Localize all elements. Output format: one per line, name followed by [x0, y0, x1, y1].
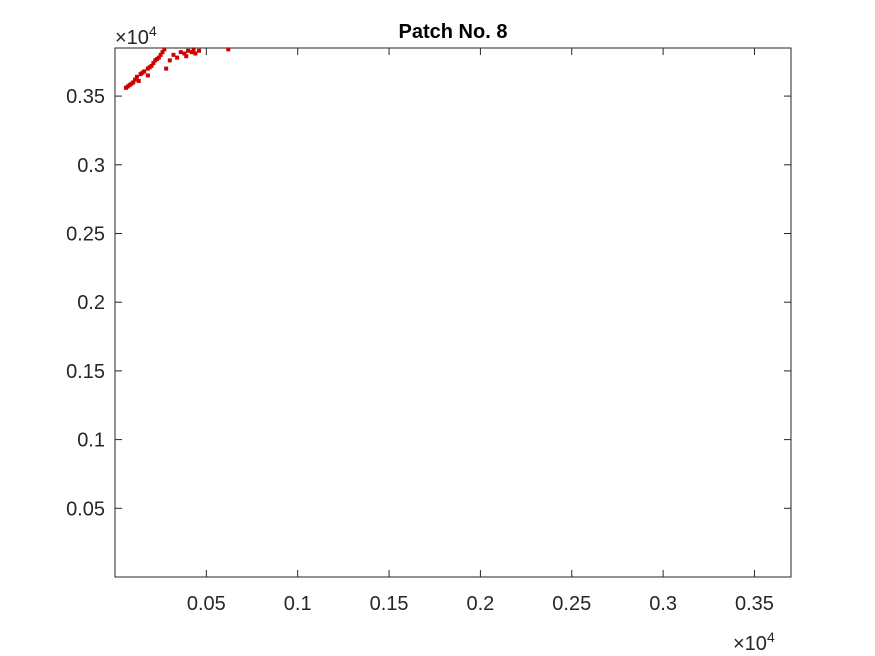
data-point — [140, 70, 145, 75]
y-tick-label: 0.1 — [77, 430, 105, 452]
data-point — [145, 73, 150, 78]
data-point — [167, 58, 172, 63]
data-point — [178, 50, 183, 55]
data-point — [182, 51, 187, 56]
data-point — [155, 56, 160, 61]
y-multiplier-exponent: 4 — [149, 23, 157, 39]
data-point — [136, 78, 141, 83]
data-point — [193, 51, 198, 56]
data-point — [189, 50, 194, 55]
data-point — [133, 77, 138, 82]
x-multiplier-exponent: 4 — [767, 629, 775, 645]
data-point — [160, 50, 165, 55]
y-axis-ticks: 0.05 0.1 0.15 0.2 0.25 0.3 0.35 — [66, 86, 791, 520]
data-points-group — [123, 47, 231, 90]
y-tick-label: 0.05 — [66, 498, 105, 520]
data-point — [162, 47, 167, 52]
data-point — [125, 84, 130, 89]
y-axis-multiplier: ×104 — [115, 23, 157, 49]
data-point — [151, 61, 156, 66]
data-point — [184, 54, 189, 59]
x-multiplier-base: ×10 — [733, 633, 767, 655]
x-tick-label: 0.1 — [284, 593, 312, 615]
y-multiplier-base: ×10 — [115, 27, 149, 49]
y-tick-label: 0.15 — [66, 361, 105, 383]
y-tick-label: 0.3 — [77, 155, 105, 177]
x-tick-label: 0.15 — [370, 593, 409, 615]
data-point — [147, 65, 152, 70]
data-point — [164, 66, 169, 71]
x-axis-ticks: 0.05 0.1 0.15 0.2 0.25 0.3 0.35 — [187, 48, 774, 615]
data-point — [191, 47, 196, 52]
data-point — [197, 48, 202, 53]
data-point — [186, 48, 191, 53]
data-point — [129, 81, 134, 86]
chart-title: Patch No. 8 — [399, 21, 508, 43]
x-tick-label: 0.25 — [552, 593, 591, 615]
y-tick-label: 0.35 — [66, 86, 105, 108]
y-tick-label: 0.2 — [77, 292, 105, 314]
data-point — [171, 52, 176, 57]
x-tick-label: 0.3 — [649, 593, 677, 615]
y-tick-label: 0.25 — [66, 223, 105, 245]
plot-area — [114, 47, 792, 578]
data-point — [175, 55, 180, 60]
data-point — [134, 74, 139, 79]
x-tick-label: 0.35 — [735, 593, 774, 615]
data-point — [158, 52, 163, 57]
x-tick-label: 0.05 — [187, 593, 226, 615]
x-tick-label: 0.2 — [466, 593, 494, 615]
data-point — [226, 47, 231, 52]
x-axis-multiplier: ×104 — [733, 629, 775, 655]
